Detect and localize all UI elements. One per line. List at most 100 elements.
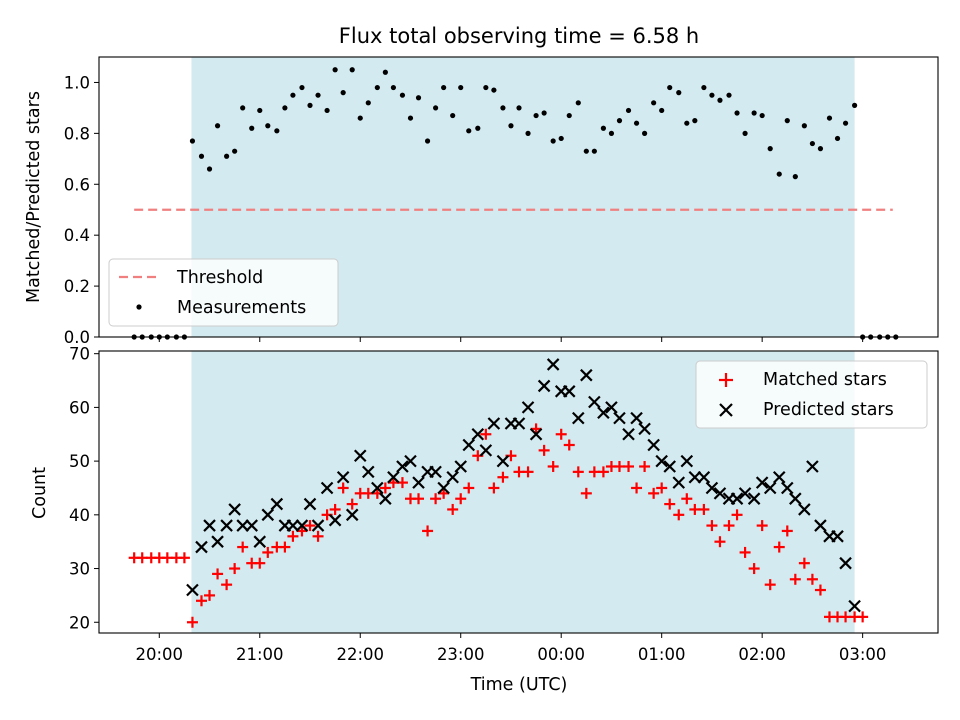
matched-star-point bbox=[497, 471, 509, 483]
measurement-point bbox=[390, 84, 397, 91]
measurement-point bbox=[776, 171, 782, 177]
count-x-tick-label: 01:00 bbox=[638, 645, 686, 664]
count-panel-frame bbox=[98, 350, 939, 634]
measurement-point bbox=[407, 115, 414, 121]
matched-star-point bbox=[522, 466, 534, 478]
matched-star-point bbox=[555, 428, 567, 440]
matched-star-point bbox=[748, 563, 760, 575]
predicted-star-point bbox=[806, 460, 819, 473]
matched-star-point bbox=[656, 482, 668, 494]
measurement-point bbox=[566, 112, 572, 119]
count-x-tick-label: 22:00 bbox=[336, 645, 384, 664]
measurement-point bbox=[415, 95, 422, 101]
measurement-point bbox=[834, 135, 841, 142]
measurement-point bbox=[659, 107, 665, 114]
matched-star-point bbox=[631, 482, 643, 494]
count-y-tick-label: 40 bbox=[69, 506, 90, 525]
predicted-star-point bbox=[638, 422, 651, 436]
legend-measurements-swatch bbox=[136, 304, 142, 310]
predicted-star-point bbox=[588, 395, 601, 409]
predicted-star-point bbox=[320, 481, 334, 495]
predicted-star-point bbox=[546, 358, 560, 371]
count-panel-x-ticks: 20:00 21:00 22:00 23:00 00:00 01:00 02:00 03:00 bbox=[136, 633, 887, 664]
measurement-point bbox=[500, 105, 506, 111]
count-y-tick-label: 70 bbox=[69, 345, 90, 364]
count-y-tick-label: 50 bbox=[69, 452, 90, 471]
predicted-star-point bbox=[697, 470, 711, 484]
measurement-point bbox=[232, 148, 238, 154]
measurement-point bbox=[516, 105, 522, 111]
ratio-panel-legend: Threshold Measurements bbox=[108, 258, 339, 327]
predicted-star-point bbox=[537, 379, 551, 393]
count-panel-legend: Matched stars Predicted stars bbox=[695, 360, 928, 429]
predicted-star-point bbox=[253, 535, 267, 548]
predicted-star-point bbox=[345, 508, 359, 522]
matched-star-point bbox=[597, 466, 609, 478]
predicted-star-point bbox=[303, 497, 317, 511]
matched-star-point bbox=[229, 563, 241, 575]
matched-star-point bbox=[447, 503, 459, 515]
predicted-star-point bbox=[663, 460, 676, 473]
measurement-point bbox=[399, 92, 406, 98]
measurement-point bbox=[792, 174, 798, 180]
predicted-star-point bbox=[379, 492, 392, 505]
measurement-point bbox=[433, 105, 439, 111]
predicted-star-point bbox=[521, 401, 535, 414]
predicted-star-point bbox=[763, 481, 777, 495]
predicted-star-point bbox=[705, 481, 719, 495]
predicted-star-point bbox=[613, 411, 626, 425]
measurement-point bbox=[701, 84, 707, 91]
measurement-point bbox=[633, 120, 640, 126]
ratio-y-tick-label: 1.0 bbox=[64, 73, 90, 92]
predicted-star-point bbox=[195, 540, 208, 554]
matched-star-point bbox=[379, 482, 391, 494]
matched-star-point bbox=[706, 520, 718, 532]
measurement-point bbox=[852, 102, 858, 108]
matched-star-point bbox=[212, 568, 224, 580]
matched-star-point bbox=[178, 552, 190, 564]
matched-star-point bbox=[739, 546, 751, 558]
count-x-tick-label: 23:00 bbox=[437, 645, 485, 664]
matched-star-point bbox=[422, 525, 434, 537]
ratio-y-tick-label: 0.8 bbox=[64, 124, 90, 143]
predicted-star-point bbox=[471, 427, 485, 441]
legend-measurements-label: Measurements bbox=[177, 298, 306, 318]
measurement-point bbox=[382, 69, 388, 75]
predicted-star-point bbox=[353, 449, 367, 463]
predicted-star-point bbox=[622, 427, 635, 441]
measurement-point bbox=[801, 123, 807, 129]
predicted-star-point bbox=[245, 519, 259, 532]
predicted-star-point bbox=[562, 385, 576, 398]
measurement-point bbox=[249, 125, 255, 131]
ratio-y-tick-label: 0.6 bbox=[64, 175, 90, 194]
predicted-star-point bbox=[572, 411, 585, 425]
measurement-point bbox=[651, 100, 657, 106]
predicted-star-point bbox=[371, 481, 384, 495]
predicted-star-point bbox=[270, 497, 284, 511]
predicted-star-point bbox=[580, 368, 593, 382]
measurement-point bbox=[726, 92, 732, 98]
measurement-point bbox=[349, 67, 355, 73]
count-y-tick-label: 60 bbox=[69, 398, 90, 417]
measurement-point bbox=[676, 90, 682, 96]
measurement-point bbox=[450, 112, 456, 119]
measurement-point bbox=[508, 123, 514, 129]
predicted-star-point bbox=[630, 411, 643, 425]
matched-star-point bbox=[304, 520, 316, 532]
measurement-point bbox=[767, 146, 773, 152]
matched-star-point bbox=[455, 493, 467, 505]
predicted-star-point bbox=[831, 530, 844, 543]
matched-star-point bbox=[430, 493, 442, 505]
matched-star-point bbox=[237, 541, 249, 553]
matched-star-point bbox=[254, 557, 266, 569]
predicted-star-point bbox=[848, 599, 861, 613]
matched-star-point bbox=[563, 439, 575, 451]
matched-star-point bbox=[580, 487, 592, 499]
ratio-panel-legend-box bbox=[108, 258, 339, 327]
count-x-tick-label: 03:00 bbox=[839, 645, 887, 664]
measurement-point bbox=[625, 107, 632, 114]
predicted-star-point bbox=[672, 476, 686, 489]
predicted-star-point bbox=[730, 492, 744, 505]
predicted-star-point bbox=[680, 454, 694, 468]
